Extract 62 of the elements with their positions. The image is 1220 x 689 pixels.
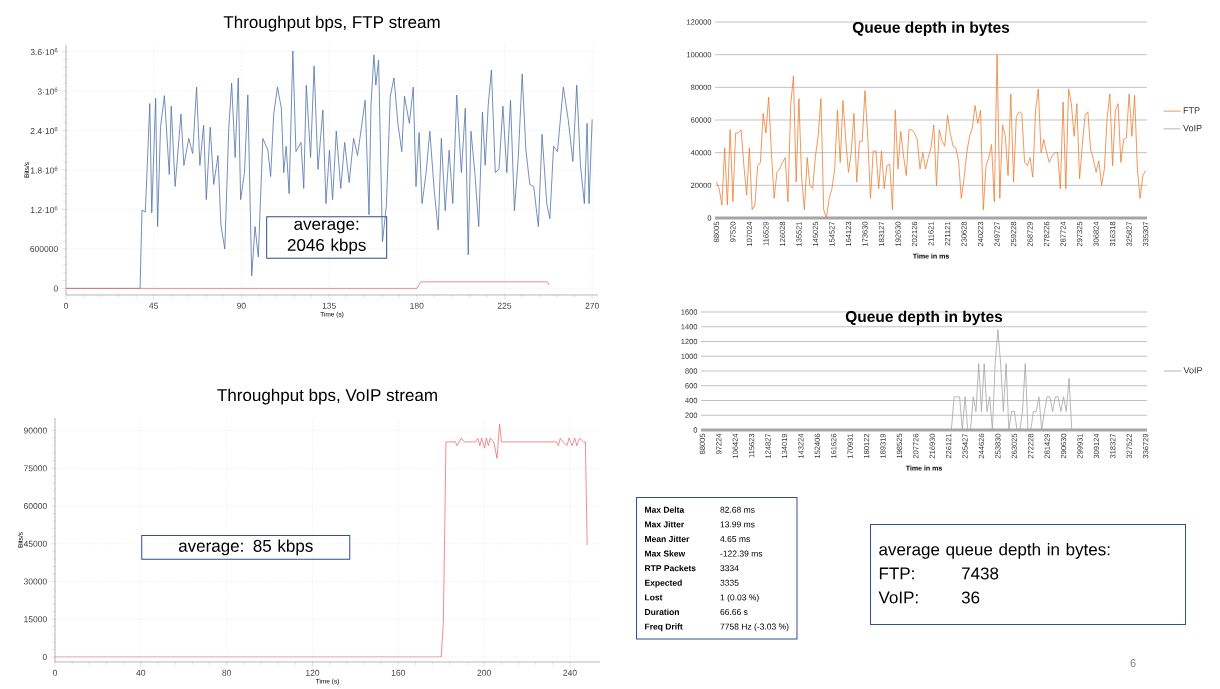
text: 3335 [720,579,739,586]
text: FTP: [879,567,914,580]
annotation: average: 2046 kbps [287,220,366,255]
text: Max Jitter [645,521,685,528]
text: 7438 [962,567,999,580]
y-tick-label: 3.6·10$^{6}$ [30,48,58,56]
y-tick-label: 2.4·10$^{6}$ [30,126,58,135]
y-tick-label: 15000 [24,616,47,623]
chart-title: Queue depth in bytes [852,21,1010,36]
text: Expected [645,579,682,588]
x-tick-label: 180 [410,302,424,309]
y-tick-label: 600000 [30,245,58,252]
text: Lost [645,594,663,601]
y-tick-label: 75000 [24,465,47,472]
text: -122.39 ms [720,550,763,557]
chart-title: Throughput bps, VoIP stream [217,388,437,405]
x-tick-label: 120 [306,669,320,676]
text: 66.66 s [720,608,748,615]
chart-title: Throughput bps, FTP stream [223,15,440,32]
text: RTP Packets [645,564,696,572]
text: 6 [1130,659,1136,667]
y-tick-label: 1.2·10$^{6}$ [30,205,58,213]
y-tick-label: 45000 [23,540,47,547]
x-tick-label: 80 [222,669,232,676]
text: 4.65 ms [720,535,750,542]
y-tick-label: 0 [42,653,47,660]
y-tick-label: 3·10$^{6}$ [37,87,58,95]
x-tick-label: 45 [149,302,159,309]
y-tick-label: 90000 [23,427,47,434]
text: 36 [961,591,980,604]
text: 3334 [720,565,739,572]
text: Max Delta [645,506,685,513]
x-tick-label: 135 [322,302,336,309]
x-tick-label: 225 [497,302,512,309]
x-tick-label: 270 [585,302,599,309]
text: VoIP: [878,591,918,604]
y-tick-label: 30000 [23,578,47,585]
text: Duration [645,608,679,615]
text: Freq Drift [645,623,683,632]
x-tick-label: 240 [563,669,577,676]
text: 7758 Hz (-3.03 %) [720,623,789,632]
x-tick-label: 200 [477,669,491,676]
x-tick-label: 160 [391,669,406,676]
y-tick-label: 1.8·10$^{6}$ [30,166,58,174]
x-tick-label: 90 [237,302,246,309]
legend-label: VoIP [1183,124,1202,132]
text: 13.99 ms [720,521,755,528]
text: Max Skew [645,550,686,557]
chart-title: Queue depth in bytes [845,310,1003,326]
y-tick-label: 60000 [24,503,47,510]
line-series [715,54,1147,218]
text: 1 (0.03 %) [720,594,759,603]
text: average queue depth in bytes: [879,542,1110,559]
text: 82.68 ms [720,506,755,513]
legend-label: FTP [1183,107,1200,114]
line-series [55,423,588,658]
x-tick-label: 40 [136,669,146,676]
y-tick-label: 0 [53,285,58,292]
x-tick-label: 0 [63,302,69,309]
text: Mean Jitter [645,535,690,542]
annotation: average: 85 kbps [178,539,313,556]
legend-label: VoIP [1183,367,1203,374]
